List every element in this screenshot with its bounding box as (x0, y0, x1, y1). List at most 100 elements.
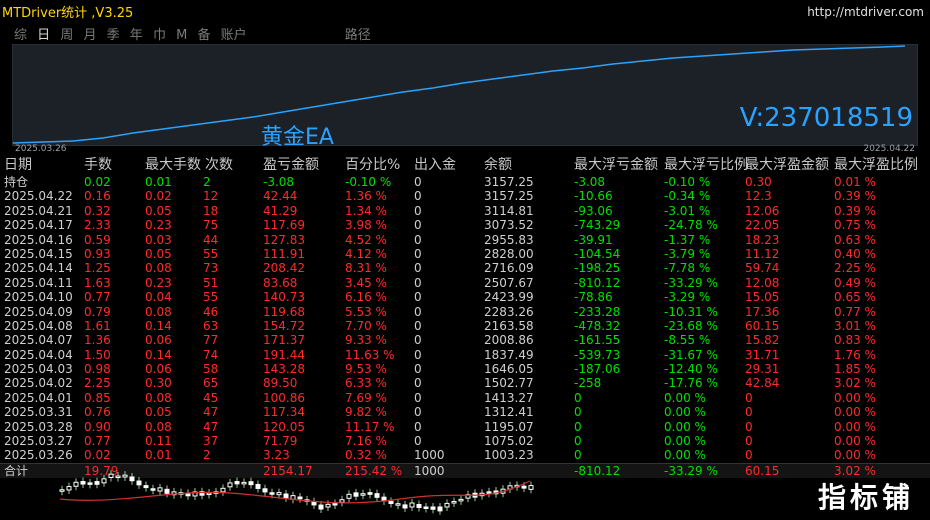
table-cell: 29.31 (745, 362, 780, 377)
table-cell: 2716.09 (484, 261, 534, 276)
col-max-float-profit[interactable]: 最大浮盈金额 (745, 157, 829, 173)
table-cell: 0.00 % (834, 419, 876, 434)
table-cell: 0.11 (145, 434, 172, 449)
table-row[interactable]: 2025.04.07 1.36 0.06 77 171.37 9.33 % 0 2008.86… (0, 333, 930, 347)
table-cell: -3.29 % (664, 290, 711, 305)
table-row[interactable]: 2025.04.21 0.32 0.05 18 41.29 1.34 % 0 3114.81 -… (0, 204, 930, 218)
table-cell: -39.91 (574, 232, 613, 247)
tab-year[interactable]: 年 (129, 28, 143, 43)
candle-body (353, 492, 359, 497)
candle-body (339, 499, 345, 503)
table-cell: 2828.00 (484, 246, 534, 261)
table-row[interactable]: 2025.03.28 0.90 0.08 47 120.05 11.17 % 0 1195.0… (0, 420, 930, 434)
col-max-float-profit-pct[interactable]: 最大浮盈比例 (834, 157, 918, 173)
table-cell: 2025.04.17 (4, 218, 73, 233)
table-row[interactable]: 2025.04.03 0.98 0.06 58 143.28 9.53 % 0 1646.05… (0, 362, 930, 376)
col-count[interactable]: 次数 (205, 157, 233, 173)
candle-body (262, 488, 268, 493)
candle-body (206, 492, 212, 496)
col-date[interactable]: 日期 (4, 157, 32, 173)
col-pnl[interactable]: 盈亏金额 (263, 157, 319, 173)
table-row[interactable]: 2025.04.01 0.85 0.08 45 100.86 7.69 % 0 1413.27… (0, 391, 930, 405)
table-cell: 5.53 % (345, 304, 387, 319)
chart-end-date: 2025.04.22 (863, 144, 915, 154)
website-link[interactable]: http://mtdriver.com (807, 5, 924, 19)
table-cell: 15.82 (745, 333, 780, 348)
candle-body (220, 487, 226, 493)
tab-month[interactable]: 月 (83, 28, 97, 43)
table-cell: 60.15 (745, 318, 780, 333)
table-row[interactable]: 2025.04.14 1.25 0.08 73 208.42 8.31 % 0 2716.09… (0, 261, 930, 275)
table-cell: 7.69 % (345, 390, 387, 405)
table-row[interactable]: 2025.04.02 2.25 0.30 65 89.50 6.33 % 0 1502.77 -… (0, 376, 930, 390)
table-cell: 117.34 (263, 405, 305, 420)
table-cell: 1312.41 (484, 405, 534, 420)
candle-body (157, 487, 163, 492)
table-row[interactable]: 2025.04.08 1.61 0.14 63 154.72 7.70 % 0 2163.58… (0, 319, 930, 333)
table-cell: 191.44 (263, 347, 305, 362)
table-row[interactable]: 2025.04.22 0.16 0.02 12 42.44 1.36 % 0 3157.25 -… (0, 189, 930, 203)
table-cell: 0.01 % (834, 175, 876, 189)
table-cell: 0.40 % (834, 246, 876, 261)
table-row[interactable]: 2025.04.09 0.79 0.08 46 119.68 5.53 % 0 2283.26… (0, 305, 930, 319)
table-cell: 140.73 (263, 290, 305, 305)
table-cell: 0.08 (145, 304, 172, 319)
candle-body (458, 498, 464, 502)
table-row[interactable]: 2025.03.27 0.77 0.11 37 71.79 7.16 % 0 1075.02 0… (0, 434, 930, 448)
chart-name: 黄金EA (261, 125, 334, 150)
table-cell: 0 (745, 419, 753, 434)
equity-curve-line (13, 45, 906, 144)
col-max-lots[interactable]: 最大手数 (145, 157, 201, 173)
candle-body (325, 503, 331, 508)
table-cell: 0.00 % (834, 390, 876, 405)
app-title: MTDriver统计 ,V3.25 (2, 6, 134, 21)
col-deposit[interactable]: 出入金 (414, 157, 456, 173)
table-row[interactable]: 2025.04.04 1.50 0.14 74 191.44 11.63 % 0 1837.4… (0, 348, 930, 362)
table-row[interactable]: 2025.04.17 2.33 0.23 75 117.69 3.98 % 0 3073.52… (0, 218, 930, 232)
table-cell: 2025.04.14 (4, 261, 73, 276)
total-row[interactable]: 合计 19.79 2154.17 215.42 % 1000 -810.12 -33.29 … (0, 462, 930, 479)
table-row[interactable]: 2025.03.31 0.76 0.05 47 117.34 9.82 % 0 1312.41… (0, 405, 930, 419)
candle-body (388, 500, 394, 504)
candle-body (269, 492, 275, 495)
table-cell: -478.32 (574, 318, 621, 333)
tab-magic[interactable]: M (176, 28, 188, 43)
table-cell: 3.02 % (834, 376, 876, 391)
tab-account[interactable]: 账户 (220, 28, 247, 43)
candle-body (227, 482, 233, 488)
tab-path[interactable]: 路径 (344, 28, 371, 43)
tab-symbol[interactable]: 巾 (152, 28, 166, 43)
table-cell: 0.01 (145, 175, 172, 189)
daily-stats-table: 日期 手数 最大手数 次数 盈亏金额 百分比% 出入金 余额 最大浮亏金额 最大… (0, 156, 930, 479)
table-row[interactable]: 2025.04.11 1.63 0.23 51 83.68 3.45 % 0 2507.67 -… (0, 276, 930, 290)
table-cell: 0.98 (84, 362, 111, 377)
table-cell: 0.02 (145, 189, 172, 204)
tab-note[interactable]: 备 (197, 28, 211, 43)
table-cell: -17.76 % (664, 376, 718, 391)
tab-quarter[interactable]: 季 (106, 28, 120, 43)
table-row[interactable]: 2025.04.16 0.59 0.03 44 127.83 4.52 % 0 2955.83… (0, 233, 930, 247)
col-lots[interactable]: 手数 (84, 157, 112, 173)
table-cell: -3.01 % (664, 203, 711, 218)
table-row[interactable]: 2025.04.10 0.77 0.04 55 140.73 6.16 % 0 2423.99… (0, 290, 930, 304)
table-row[interactable]: 2025.03.26 0.02 0.01 2 3.23 0.32 % 1000 1003.23… (0, 448, 930, 462)
tab-day[interactable]: 日 (37, 28, 51, 43)
table-row[interactable]: 2025.04.15 0.93 0.05 55 111.91 4.12 % 0 2828.00… (0, 247, 930, 261)
table-cell: 12.3 (745, 189, 772, 204)
table-cell: 0 (414, 246, 422, 261)
col-max-float-loss[interactable]: 最大浮亏金额 (574, 157, 658, 173)
col-max-float-loss-pct[interactable]: 最大浮亏比例 (664, 157, 748, 173)
candle-body (444, 502, 450, 508)
table-cell: 1075.02 (484, 434, 534, 449)
tab-week[interactable]: 周 (60, 28, 74, 43)
col-percent[interactable]: 百分比% (345, 157, 401, 173)
candle-body (150, 488, 156, 491)
candle-body (402, 504, 408, 509)
table-cell: 2955.83 (484, 232, 534, 247)
col-balance[interactable]: 余额 (484, 157, 512, 173)
table-cell: 0.59 (84, 232, 111, 247)
position-row[interactable]: 持仓 0.02 0.01 2 -3.08 -0.10 % 0 3157.25 -3.08 -0.1… (0, 175, 930, 189)
candle-body (94, 481, 100, 485)
tab-summary[interactable]: 综 (14, 28, 28, 43)
table-cell: 1000 (414, 463, 445, 478)
